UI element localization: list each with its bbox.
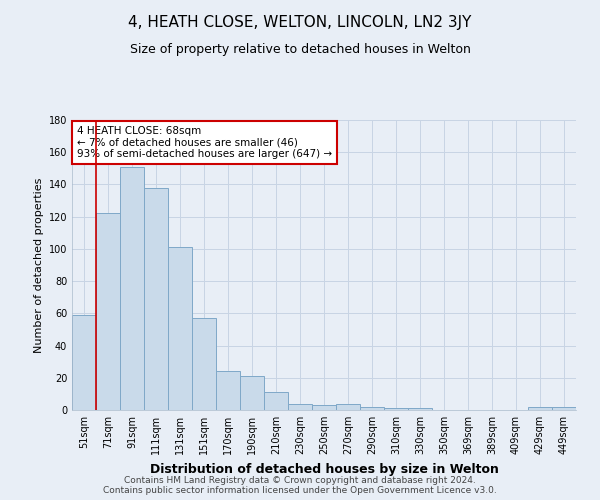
- Bar: [216, 372, 240, 410]
- Y-axis label: Number of detached properties: Number of detached properties: [34, 178, 44, 352]
- Bar: [168, 248, 192, 410]
- Bar: [264, 392, 288, 410]
- Text: 4, HEATH CLOSE, WELTON, LINCOLN, LN2 3JY: 4, HEATH CLOSE, WELTON, LINCOLN, LN2 3JY: [128, 15, 472, 30]
- Text: Size of property relative to detached houses in Welton: Size of property relative to detached ho…: [130, 42, 470, 56]
- Text: Contains HM Land Registry data © Crown copyright and database right 2024.
Contai: Contains HM Land Registry data © Crown c…: [103, 476, 497, 495]
- Bar: [96, 214, 120, 410]
- Bar: [408, 408, 432, 410]
- Bar: [384, 408, 408, 410]
- Bar: [288, 404, 312, 410]
- Bar: [240, 376, 264, 410]
- Bar: [120, 166, 144, 410]
- X-axis label: Distribution of detached houses by size in Welton: Distribution of detached houses by size …: [149, 462, 499, 475]
- Bar: [144, 188, 168, 410]
- Text: 4 HEATH CLOSE: 68sqm
← 7% of detached houses are smaller (46)
93% of semi-detach: 4 HEATH CLOSE: 68sqm ← 7% of detached ho…: [77, 126, 332, 159]
- Bar: [312, 405, 336, 410]
- Bar: [192, 318, 216, 410]
- Bar: [528, 407, 552, 410]
- Bar: [552, 407, 576, 410]
- Bar: [72, 315, 96, 410]
- Bar: [336, 404, 360, 410]
- Bar: [360, 407, 384, 410]
